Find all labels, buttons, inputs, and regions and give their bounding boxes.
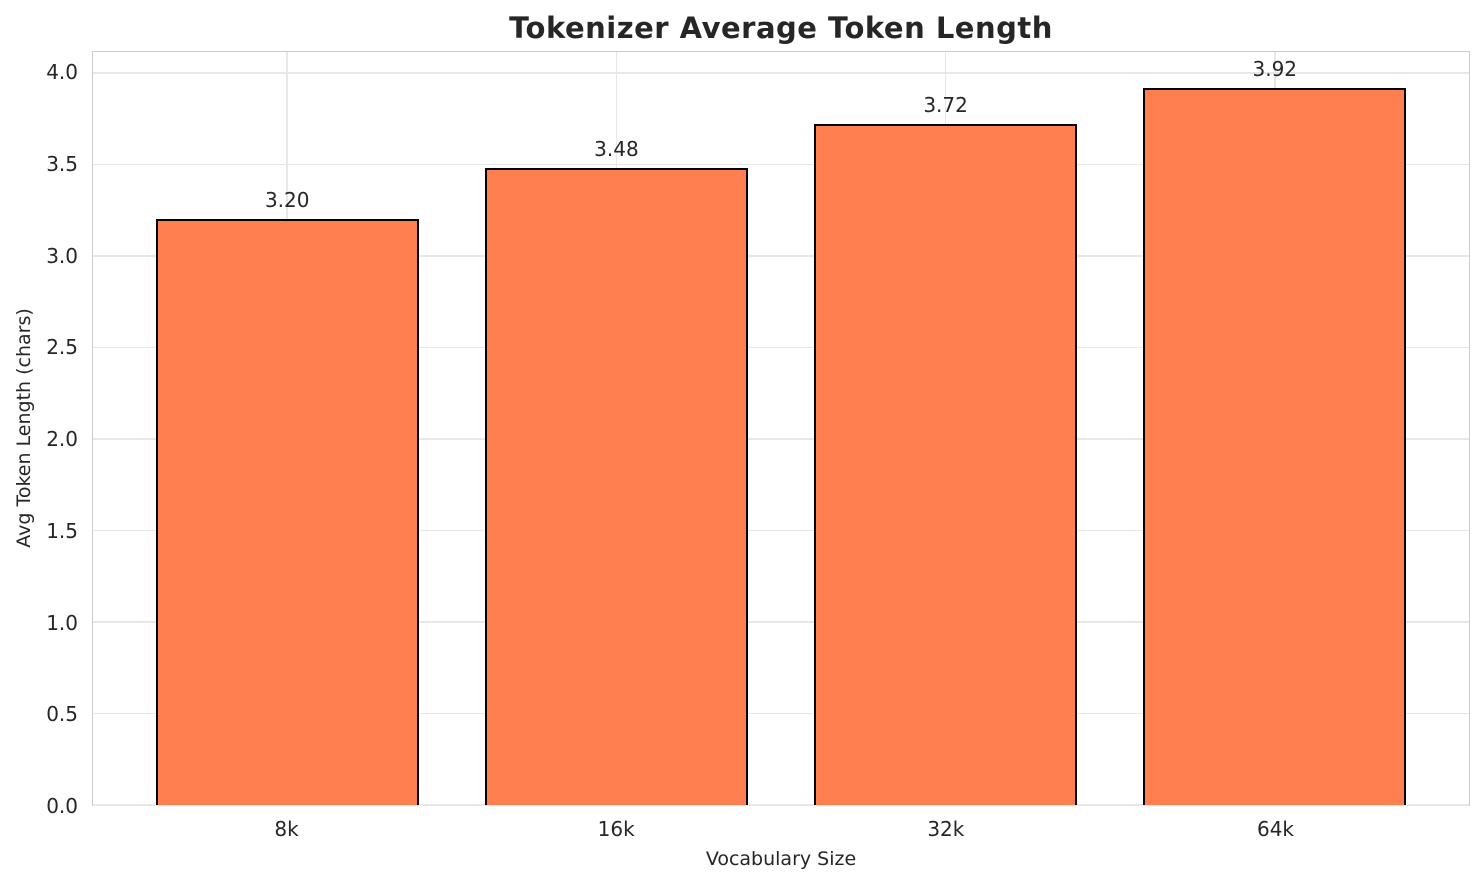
- gridline-horizontal: [93, 255, 1469, 257]
- y-tick-label: 2.0: [46, 427, 78, 452]
- gridline-horizontal: [93, 621, 1469, 623]
- bar-value-label: 3.20: [264, 188, 310, 213]
- bar-value-label: 3.48: [594, 137, 639, 162]
- gridline-horizontal: [93, 438, 1469, 440]
- y-tick-label: 0.0: [46, 794, 78, 818]
- y-tick-label: 2.5: [46, 335, 78, 360]
- y-tick-label: 0.5: [46, 702, 78, 727]
- gridline-horizontal: [93, 163, 1469, 166]
- gridline-horizontal: [93, 72, 1469, 74]
- bar-64k: [1143, 87, 1407, 805]
- y-tick-label: 3.0: [46, 243, 78, 268]
- bar-value-label: 3.92: [1252, 56, 1298, 81]
- bar-value-label: 3.72: [923, 93, 968, 118]
- gridline-horizontal: [93, 529, 1469, 532]
- y-tick-label: 4.0: [46, 60, 78, 85]
- gridline-horizontal: [93, 346, 1469, 349]
- x-tick-label: 64k: [1256, 817, 1294, 841]
- x-axis-label: Vocabulary Size: [705, 848, 857, 870]
- y-tick-label: 3.5: [46, 151, 78, 176]
- gridline-horizontal: [93, 804, 1469, 806]
- bar-8k: [155, 219, 419, 805]
- y-tick-label: 1.5: [46, 518, 78, 543]
- x-tick-label: 8k: [274, 817, 299, 841]
- chart-title: Tokenizer Average Token Length: [509, 11, 1053, 45]
- bar-32k: [813, 124, 1078, 805]
- y-tick-label: 1.0: [46, 610, 78, 635]
- bar-16k: [484, 168, 749, 805]
- gridline-horizontal: [93, 712, 1469, 715]
- plot-area: 3.20 3.48 3.72 3.92: [92, 51, 1470, 806]
- x-tick-label: 16k: [597, 817, 635, 841]
- x-tick-label: 32k: [927, 817, 965, 841]
